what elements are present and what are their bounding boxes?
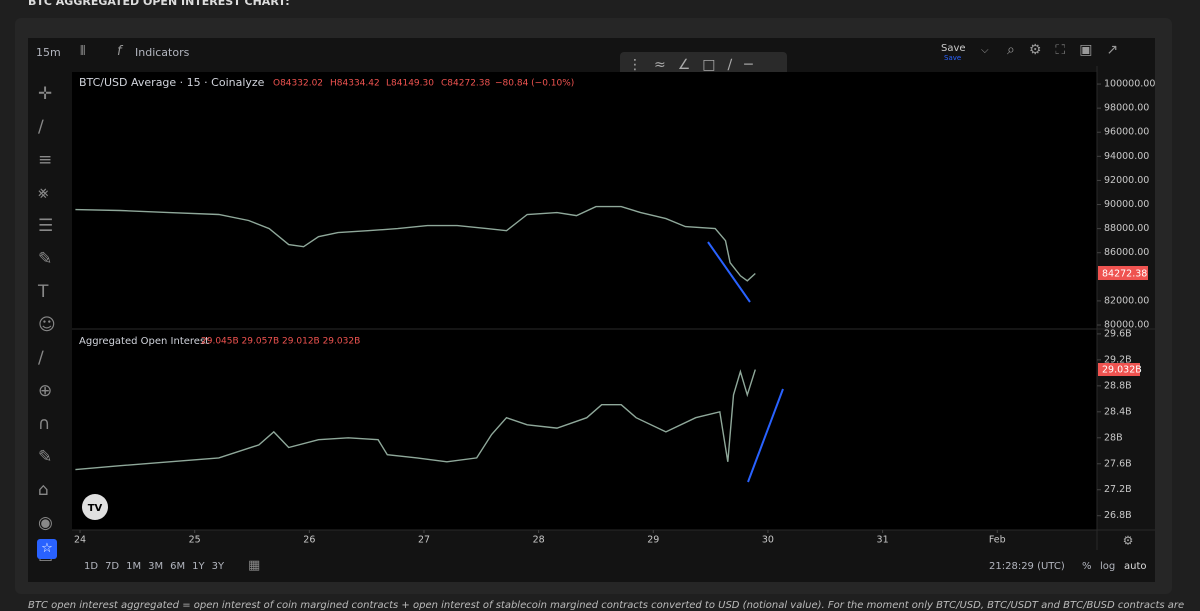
range-button[interactable]: 7D: [105, 561, 120, 572]
y-tick-label: 80000.00: [1104, 319, 1149, 330]
auto-toggle[interactable]: auto: [1124, 561, 1147, 572]
trend-line[interactable]: [707, 241, 751, 303]
x-tick-label: 27: [418, 535, 430, 546]
save-button[interactable]: Save: [941, 43, 966, 54]
y-tick-label: 27.6B: [1104, 458, 1132, 469]
settings-icon[interactable]: ⚙: [1123, 534, 1134, 548]
x-tick-label: 26: [303, 535, 315, 546]
trend-line[interactable]: [747, 388, 784, 483]
y-tick-label: 28.8B: [1104, 380, 1132, 391]
x-tick-label: 24: [74, 535, 86, 546]
tv-logo: TV: [82, 494, 108, 520]
y-tick-label: 98000.00: [1104, 103, 1149, 114]
footer-text: BTC open interest aggregated = open inte…: [28, 600, 1185, 611]
y-tick-label: 94000.00: [1104, 151, 1149, 162]
y-tick-label: 26.8B: [1104, 510, 1132, 521]
y-tick-label: 28.4B: [1104, 406, 1132, 417]
x-tick-label: 25: [189, 535, 201, 546]
y-tick-label: 88000.00: [1104, 223, 1149, 234]
left-toolbar[interactable]: ✛∕≡⨳☰✎T☺∕⊕∩✎⌂◉☒: [38, 84, 56, 566]
percent-toggle[interactable]: %: [1082, 561, 1092, 572]
series-line: [75, 205, 756, 282]
log-toggle[interactable]: log: [1100, 561, 1116, 572]
x-tick-label: 29: [647, 535, 659, 546]
range-button[interactable]: 3Y: [211, 561, 225, 572]
range-button[interactable]: 3M: [148, 561, 164, 572]
legend-series: Aggregated Open Interest: [79, 336, 209, 347]
ohlc-value: H84334.42: [330, 79, 380, 89]
toolbar-icons[interactable]: ⌕⚙⛶▣↗: [1007, 42, 1133, 58]
range-button[interactable]: 1Y: [192, 561, 205, 572]
drawing-tools[interactable]: ⋮≈∠□∕─: [628, 57, 765, 73]
chart-type-button[interactable]: ⫴: [80, 44, 86, 59]
last-price-tag: 84272.38: [1102, 269, 1147, 280]
last-price-tag-bg: [1098, 266, 1148, 280]
x-tick-label: 28: [533, 535, 545, 546]
legend-series: BTC/USD Average · 15 · Coinalyze: [79, 76, 265, 89]
y-tick-label: 82000.00: [1104, 295, 1149, 306]
range-buttons[interactable]: 1D 7D 1M 3M 6M 1Y 3Y: [84, 561, 231, 572]
y-tick-label: 86000.00: [1104, 247, 1149, 258]
x-tick-label: 31: [877, 535, 889, 546]
svg-text:TV: TV: [88, 503, 103, 514]
range-button[interactable]: 1M: [126, 561, 142, 572]
last-oi-tag-bg: [1098, 363, 1140, 376]
range-button[interactable]: 1D: [84, 561, 99, 572]
ohlc-value: L84149.30: [386, 79, 434, 89]
ohlc-value: −80.84 (−0.10%): [495, 79, 574, 89]
favorite-button[interactable]: ☆: [37, 539, 57, 559]
y-tick-label: 29.2B: [1104, 354, 1132, 365]
oi-values: 29.045B 29.057B 29.012B 29.032B: [201, 337, 360, 347]
plot-area: [72, 72, 1097, 530]
y-tick-label: 100000.00: [1104, 79, 1155, 90]
ohlc-value: O84332.02: [273, 79, 323, 89]
y-tick-label: 92000.00: [1104, 175, 1149, 186]
range-button[interactable]: 6M: [170, 561, 186, 572]
y-tick-label: 96000.00: [1104, 127, 1149, 138]
y-tick-label: 28B: [1104, 432, 1123, 443]
series-line: [75, 369, 756, 471]
indicators-button[interactable]: Indicators: [135, 46, 190, 59]
y-tick-label: 29.6B: [1104, 328, 1132, 339]
interval-button[interactable]: 15m: [36, 46, 61, 59]
y-tick-label: 90000.00: [1104, 199, 1149, 210]
x-tick-label: Feb: [989, 535, 1006, 546]
fx-icon: f: [117, 44, 122, 59]
y-tick-label: 27.2B: [1104, 484, 1132, 495]
last-oi-tag: 29.032B: [1102, 365, 1142, 376]
save-sub: Save: [944, 54, 962, 62]
x-tick-label: 30: [762, 535, 774, 546]
goto-date[interactable]: ▦: [248, 558, 261, 573]
clock: 21:28:29 (UTC): [989, 561, 1065, 572]
page-title: BTC AGGREGATED OPEN INTEREST CHART:: [28, 0, 290, 8]
ohlc-value: C84272.38: [441, 79, 491, 89]
save-menu[interactable]: ⌵: [981, 45, 989, 56]
